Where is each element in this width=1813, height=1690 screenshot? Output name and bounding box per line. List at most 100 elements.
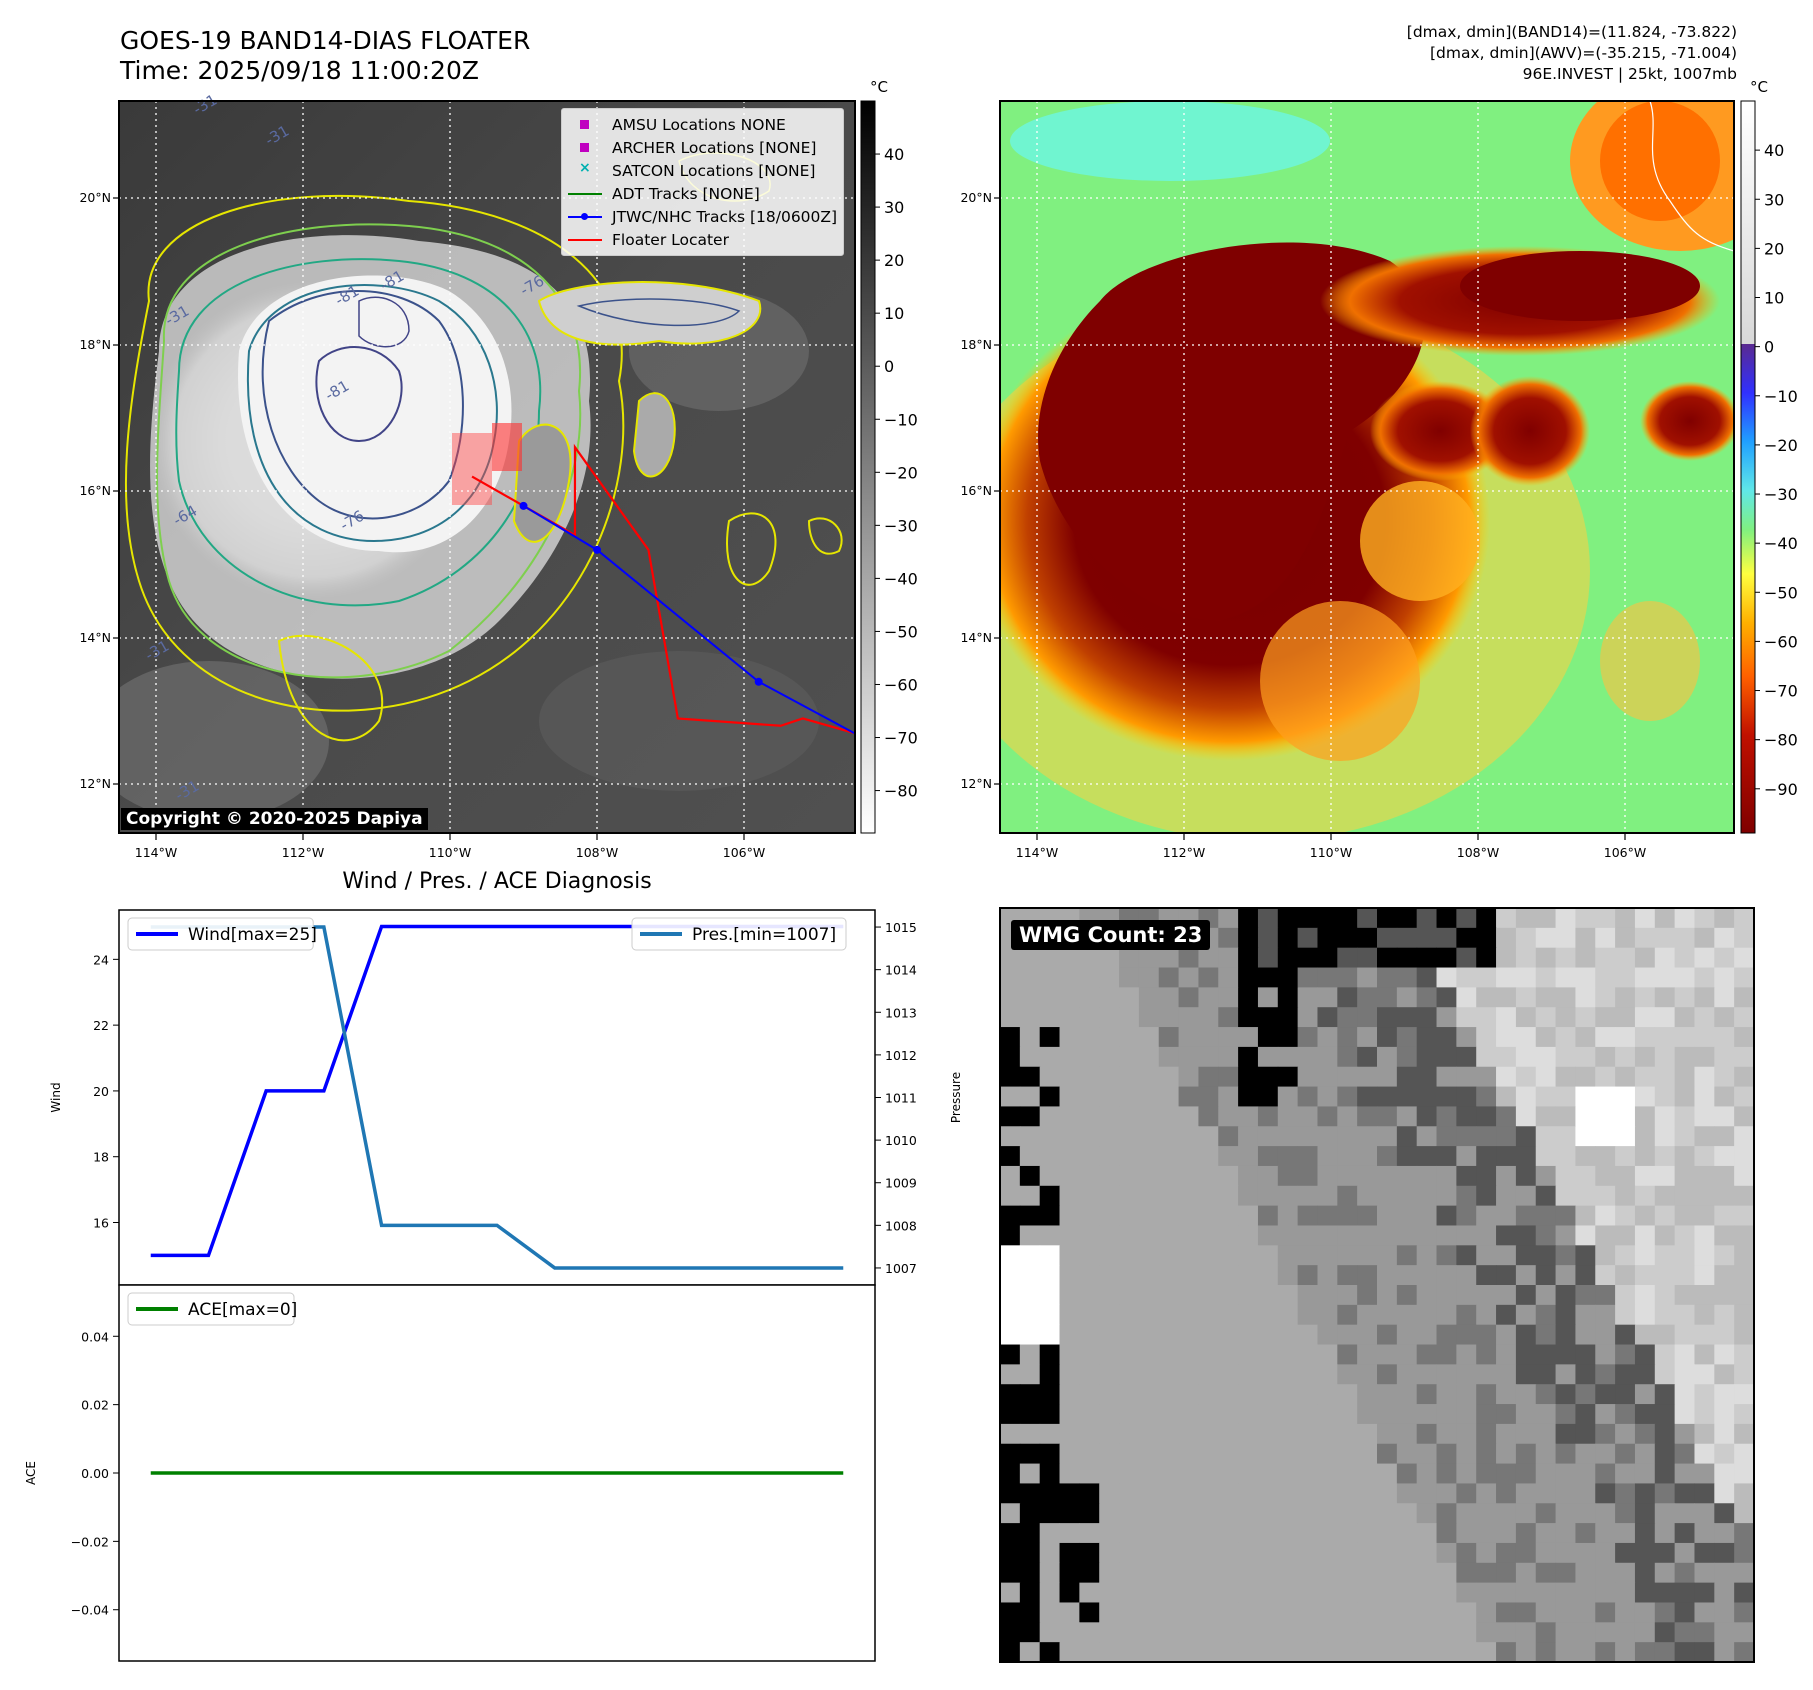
wmg-cell [1039, 1205, 1061, 1226]
wmg-cell [1019, 1205, 1041, 1226]
wmg-cell [1257, 1463, 1279, 1484]
wmg-cell [1654, 1205, 1676, 1226]
wmg-cell [1634, 1146, 1656, 1167]
lon-label: 106°W [1604, 845, 1646, 860]
wmg-cell [1496, 1027, 1517, 1048]
wmg-cell [1714, 1126, 1735, 1147]
wmg-cell [1654, 1046, 1676, 1068]
wmg-cell [1019, 1126, 1041, 1147]
colorbar-tick-label: −30 [1764, 485, 1798, 504]
wmg-cell [1218, 1542, 1239, 1564]
wmg-cell [1377, 1086, 1398, 1107]
wmg-cell [1357, 1185, 1378, 1207]
legend-symbol: × [579, 159, 591, 176]
wmg-cell [1337, 1185, 1358, 1207]
wmg-cell [1218, 1066, 1239, 1088]
wmg-cell [1000, 1225, 1021, 1246]
wmg-cell [1654, 1146, 1676, 1167]
wmg-cell [1734, 1285, 1755, 1306]
wmg-cell [1377, 987, 1398, 1008]
wmg-cell [1416, 1523, 1438, 1544]
copyright-label: Copyright © 2020-2025 Dapiya [121, 808, 428, 830]
wmg-cell [1218, 1622, 1239, 1643]
wmg-cell [1019, 1285, 1041, 1306]
wind-pres-axes [118, 909, 876, 1286]
wmg-cell [1674, 1582, 1695, 1603]
ace-tick-label: −0.04 [71, 1603, 109, 1618]
wmg-cell [1595, 1344, 1616, 1365]
wmg-cell [1515, 1622, 1537, 1643]
wmg-cell [1734, 1404, 1755, 1425]
wmg-cell [1476, 1185, 1497, 1207]
wmg-cell [1099, 987, 1120, 1008]
wmg-cell [1476, 1165, 1497, 1187]
wmg-cell [1297, 1007, 1318, 1028]
wmg-cell [1396, 1463, 1418, 1484]
wmg-cell [1198, 1404, 1219, 1425]
wmg-cell [1218, 1165, 1239, 1187]
wmg-cell [1615, 1463, 1636, 1484]
wmg-cell [1218, 1344, 1239, 1365]
wmg-cell [1238, 1443, 1259, 1465]
wmg-cell [1456, 1225, 1477, 1246]
wmg-cell [1416, 1185, 1438, 1207]
wmg-cell [1396, 1523, 1418, 1544]
wmg-cell [1337, 1364, 1358, 1385]
wmg-cell [1039, 1443, 1061, 1465]
wmg-cell [1535, 1165, 1557, 1187]
wmg-cell [1396, 1443, 1418, 1465]
wmg-cell [1119, 1245, 1140, 1266]
wmg-cell [1178, 1364, 1199, 1385]
wmg-cell [1496, 1483, 1517, 1504]
wmg-cell [1178, 1602, 1199, 1623]
wmg-cell [1218, 1463, 1239, 1484]
wmg-cell [1694, 1404, 1715, 1425]
wmg-cell [1337, 1423, 1358, 1445]
pres-tick-label: 1015 [885, 920, 917, 935]
wmg-cell [1575, 1225, 1596, 1246]
wmg-cell [1595, 987, 1616, 1008]
wmg-cell [1238, 1344, 1259, 1365]
wmg-cell [1734, 1384, 1755, 1405]
wmg-cell [1476, 1562, 1497, 1584]
wmg-cell [1674, 1285, 1695, 1306]
wmg-cell [1535, 1046, 1557, 1068]
wmg-cell [1377, 1582, 1398, 1603]
wmg-cell [1158, 1126, 1180, 1147]
wmg-cell [1595, 1384, 1616, 1405]
colorbar-tick-label: −20 [884, 463, 918, 482]
wmg-cell [1099, 1364, 1120, 1385]
wmg-cell [1476, 1046, 1497, 1068]
wmg-cell [1257, 1007, 1279, 1028]
wmg-cell [1615, 1265, 1636, 1286]
wmg-cell [1595, 1542, 1616, 1564]
wmg-cell [1436, 1086, 1457, 1107]
wmg-cell [1178, 967, 1199, 988]
wmg-cell [1377, 1165, 1398, 1187]
wmg-cell [1158, 1106, 1180, 1127]
wmg-cell [1218, 987, 1239, 1008]
wmg-cell [1297, 1106, 1318, 1127]
wmg-cell [1555, 1146, 1576, 1167]
wmg-cell [1337, 1046, 1358, 1068]
wmg-cell [1158, 1582, 1180, 1603]
wmg-cell [1079, 1404, 1100, 1425]
wmg-cell [1396, 1364, 1418, 1385]
wmg-cell [1317, 1642, 1338, 1663]
wmg-cell [1000, 1423, 1021, 1445]
wmg-cell [1158, 1443, 1180, 1465]
wmg-cell [1158, 1245, 1180, 1266]
awv-graticule [1000, 101, 1734, 833]
wmg-cell [1198, 1165, 1219, 1187]
wmg-cell [1515, 1165, 1537, 1187]
wmg-cell [1119, 1304, 1140, 1326]
wmg-cell [1138, 1185, 1160, 1207]
wmg-cell [1734, 1523, 1755, 1544]
wmg-cell [1515, 1642, 1537, 1663]
wmg-cell [1535, 1185, 1557, 1207]
wmg-cell [1059, 1463, 1080, 1484]
wmg-cell [1138, 1364, 1160, 1385]
wmg-cell [1099, 1007, 1120, 1028]
wmg-cell [1714, 1225, 1735, 1246]
wmg-cell [1436, 1503, 1457, 1524]
